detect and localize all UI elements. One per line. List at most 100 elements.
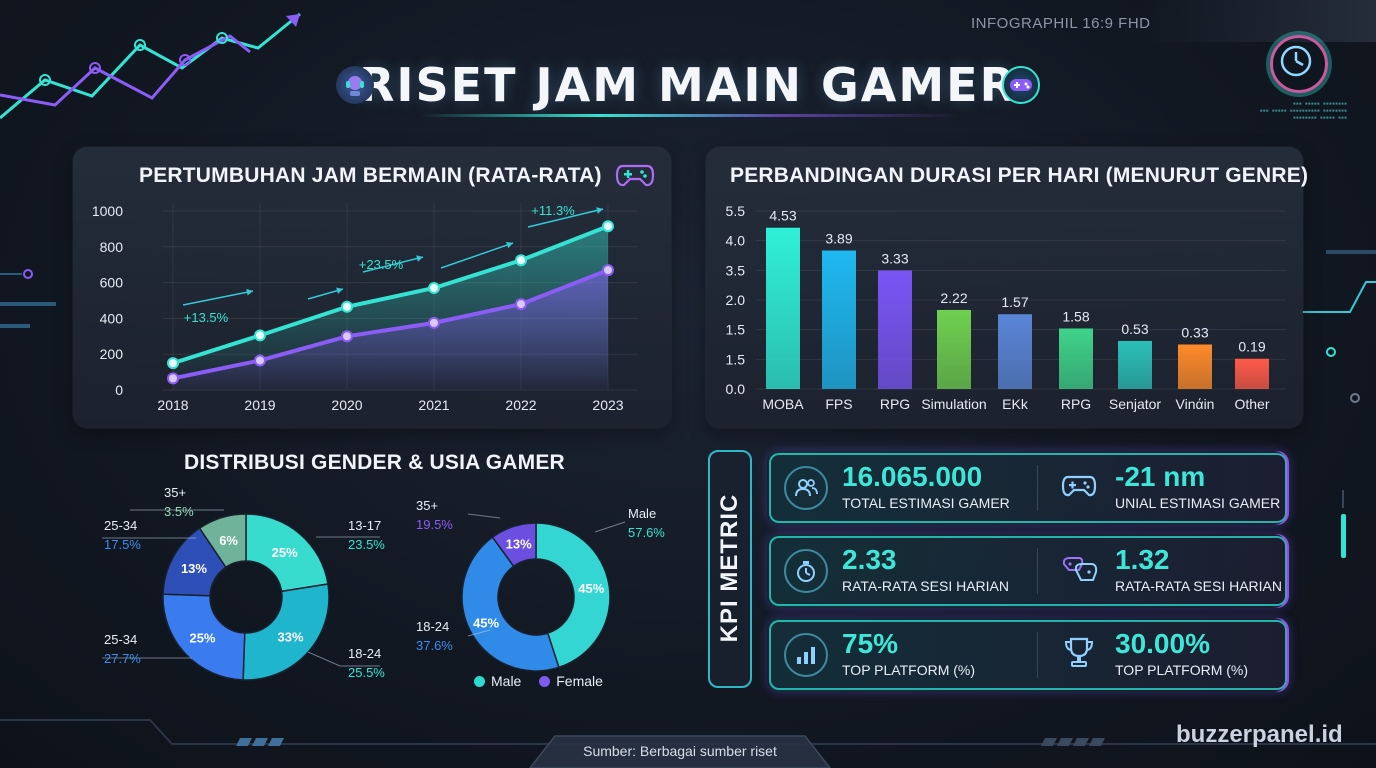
x-tick-label: RPG <box>880 396 910 412</box>
slice-label: 45% <box>578 581 604 596</box>
series-line <box>172 268 609 381</box>
y-tick-label: 600 <box>100 275 124 291</box>
header-tag: INFOGRAPHIL 16:9 FHD <box>971 15 1151 32</box>
legend-item-female: Female <box>539 673 603 689</box>
bar-chart-panel: PERBANDINGAN DURASI PER HARI (MENURUT GE… <box>706 147 1308 428</box>
bar-chart: 0.0 1.5 1.5 2.0 3.5 4.0 5.5 4.53 MOBA 3.89 FPS 3.33… <box>726 203 1286 412</box>
gamepad-icon <box>615 159 655 191</box>
stopwatch-icon <box>784 549 828 593</box>
outer-label: 13-17 <box>348 518 381 533</box>
kpi-value: 2.33 <box>842 544 897 575</box>
trend-arrow-head <box>506 241 513 249</box>
header-tag-bg <box>1140 0 1376 42</box>
growth-annotation: +13.5% <box>184 310 229 325</box>
decor-trend-lines <box>0 12 301 120</box>
x-tick-label: 2018 <box>157 397 188 413</box>
slice-label: 25% <box>189 631 215 646</box>
data-point <box>341 330 353 343</box>
growth-annotation: +23.5% <box>359 257 404 272</box>
outer-label: 35+ <box>164 485 186 500</box>
kpi-label: RATA-RATA SESI HARIAN <box>842 578 1009 594</box>
kpi-side-label: KPI METRIC <box>716 493 743 643</box>
gamer-face-icon <box>336 66 374 104</box>
outer-label: Male <box>628 506 656 521</box>
kpi-card-3: 75% TOP PLATFORM (%) 30.00% TOP PLATFORM… <box>767 618 1289 692</box>
y-tick-label: 3.5 <box>726 262 746 278</box>
donut-slice <box>162 593 246 681</box>
outer-label-pct: 37.6% <box>416 638 453 653</box>
footer-source: Sumber: Berbagai sumber riset <box>583 743 777 759</box>
data-point <box>341 300 353 313</box>
bar-value-label: 2.22 <box>940 290 967 306</box>
decor-right-bar <box>1341 490 1346 558</box>
trend-arrow <box>527 208 604 228</box>
data-point <box>428 316 440 329</box>
slice-label: 25% <box>272 545 298 560</box>
title-underline <box>420 114 960 117</box>
bar <box>1118 340 1152 389</box>
gamepad-icon <box>1002 66 1040 104</box>
y-tick-label: 2.0 <box>726 292 746 308</box>
data-point <box>602 264 614 277</box>
trend-arrow <box>440 242 514 269</box>
decor-right-lines <box>1300 250 1376 403</box>
leader-line <box>307 651 380 667</box>
trophy-icon <box>1063 636 1095 675</box>
x-tick-label: FPS <box>825 396 852 412</box>
slice-label: 13% <box>506 537 532 552</box>
trend-arrow <box>362 256 424 273</box>
donut-slice <box>198 513 247 569</box>
kpi-value: 1.32 <box>1115 544 1170 575</box>
bar-value-label: 3.33 <box>881 250 908 266</box>
line-chart: 0 200 400 600 800 1000 2018 2019 2020 2021 2022 202… <box>92 203 638 413</box>
decor-code-text: ▪▪▪ ▪▪▪▪▪ ▪▪▪▪▪▪▪▪ ▪▪▪ ▪▪▪▪▪ ▪▪▪▪▪▪▪▪▪▪ ▪… <box>1259 101 1347 121</box>
bar-value-label: 3.89 <box>825 231 852 247</box>
bar <box>766 227 800 389</box>
x-tick-label: Simulation <box>921 396 986 412</box>
slice-label: 45% <box>473 615 499 630</box>
bar-value-label: 1.57 <box>1001 294 1028 310</box>
x-tick-label: Other <box>1234 396 1269 412</box>
donut-slice <box>245 513 329 593</box>
slice-label: 13% <box>181 561 207 576</box>
growth-annotation: +11.3% <box>531 203 575 218</box>
data-point <box>167 357 179 370</box>
x-tick-label: 2020 <box>331 397 362 413</box>
x-tick-label: 2021 <box>418 397 449 413</box>
bar <box>878 270 912 389</box>
y-tick-label: 1000 <box>92 203 123 219</box>
leader-line <box>594 521 626 533</box>
outer-label: 25-34 <box>104 632 137 647</box>
bar-value-label: 4.53 <box>769 208 796 224</box>
bar-value-label: 0.53 <box>1121 321 1148 337</box>
kpi-label: RATA-RATA SESI HARIAN <box>1115 578 1282 594</box>
outer-label: 35+ <box>416 498 438 513</box>
outer-label-pct: 57.6% <box>628 525 665 540</box>
kpi-label: UNIAL ESTIMASI GAMER <box>1115 495 1281 511</box>
kpi-divider <box>1037 548 1038 594</box>
x-tick-label: Vinάin <box>1176 396 1215 412</box>
y-tick-label: 1.5 <box>726 322 746 338</box>
y-tick-label: 0.0 <box>726 381 746 397</box>
outer-label-pct: 17.5% <box>104 537 141 552</box>
y-tick-label: 0 <box>115 382 123 398</box>
bar-value-label: 0.33 <box>1181 325 1208 341</box>
y-tick-label: 5.5 <box>726 203 746 219</box>
x-tick-label: 2022 <box>505 397 536 413</box>
line-chart-title: PERTUMBUHAN JAM BERMAIN (RATA-RATA) <box>139 164 602 187</box>
outer-label-pct: 27.7% <box>104 651 141 666</box>
outer-label: 18-24 <box>416 619 449 634</box>
bar-value-label: 0.19 <box>1238 339 1265 355</box>
page-title: RISET JAM MAIN GAMER <box>359 58 1017 112</box>
bar <box>998 314 1032 389</box>
y-tick-label: 4.0 <box>726 233 746 249</box>
outer-label-pct: 23.5% <box>348 537 385 552</box>
data-point <box>167 372 179 385</box>
gamepad-icon <box>1061 471 1097 506</box>
y-tick-label: 800 <box>100 239 124 255</box>
kpi-side-label-box: KPI METRIC <box>708 450 752 688</box>
kpi-label: TOP PLATFORM (%) <box>1115 662 1249 678</box>
bar <box>1178 344 1212 389</box>
y-tick-label: 200 <box>100 346 124 362</box>
kpi-divider <box>1037 632 1038 678</box>
